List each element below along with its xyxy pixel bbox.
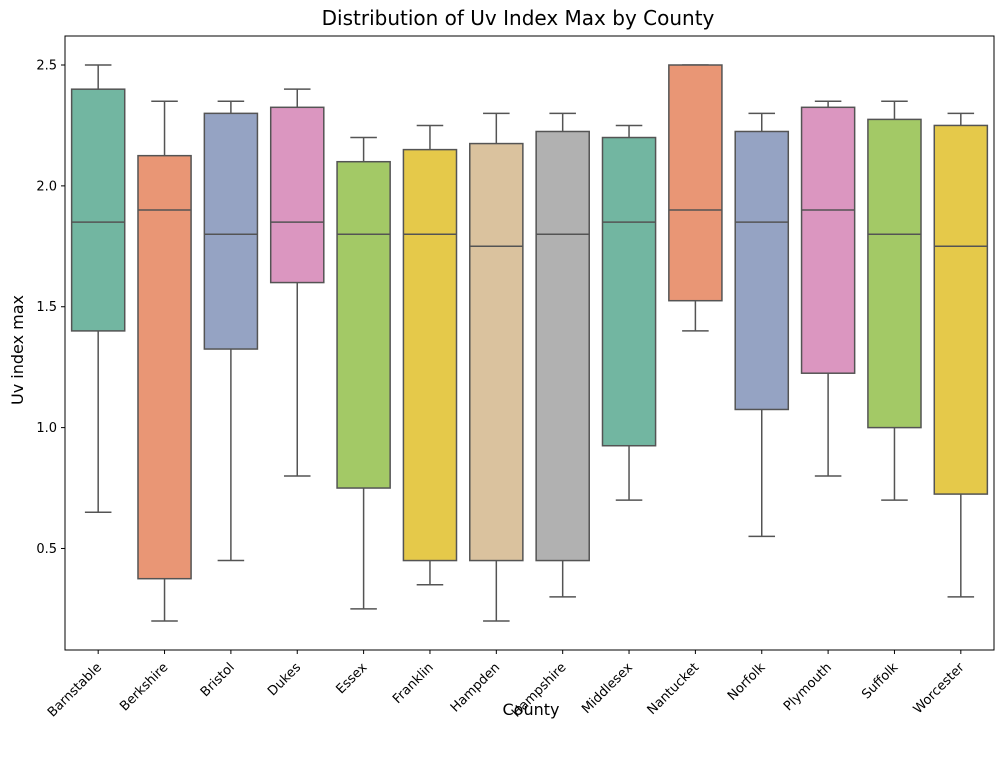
boxes-layer bbox=[70, 64, 989, 622]
box-body bbox=[933, 124, 989, 495]
x-axis-label: County bbox=[503, 700, 560, 719]
box-body bbox=[336, 160, 391, 489]
box-body bbox=[203, 112, 259, 350]
y-tick-label: 1.5 bbox=[36, 300, 57, 315]
box-body bbox=[269, 106, 325, 284]
box-group bbox=[601, 124, 657, 501]
box-body bbox=[402, 148, 458, 562]
box-group bbox=[734, 112, 790, 538]
y-tick-label: 2.0 bbox=[36, 179, 57, 194]
box-group bbox=[137, 100, 192, 622]
box-group bbox=[336, 136, 391, 610]
box-group bbox=[933, 112, 989, 598]
y-tick-label: 2.5 bbox=[36, 59, 57, 74]
box-body bbox=[535, 130, 590, 562]
box-body bbox=[469, 142, 524, 562]
box-body bbox=[800, 106, 856, 374]
plot-frame bbox=[64, 35, 995, 651]
y-axis-label: Uv index max bbox=[8, 295, 27, 405]
box-group bbox=[269, 88, 325, 477]
y-tick-label: 1.0 bbox=[36, 421, 57, 436]
box-group bbox=[867, 100, 922, 501]
box-body bbox=[867, 118, 922, 429]
box-group bbox=[402, 124, 458, 586]
box-body bbox=[137, 154, 192, 580]
box-body bbox=[70, 88, 126, 332]
box-group bbox=[70, 64, 126, 513]
box-group bbox=[469, 112, 524, 622]
box-body bbox=[668, 64, 723, 302]
box-body bbox=[601, 136, 657, 447]
box-group bbox=[535, 112, 590, 598]
box-group bbox=[668, 64, 723, 332]
y-tick-label: 0.5 bbox=[36, 542, 57, 557]
box-body bbox=[734, 130, 790, 411]
box-group bbox=[800, 100, 856, 477]
box-group bbox=[203, 100, 259, 562]
chart-title: Distribution of Uv Index Max by County bbox=[322, 6, 715, 30]
y-ticks-layer: 0.5 1.0 1.5 2.0 2.5 bbox=[36, 59, 65, 557]
